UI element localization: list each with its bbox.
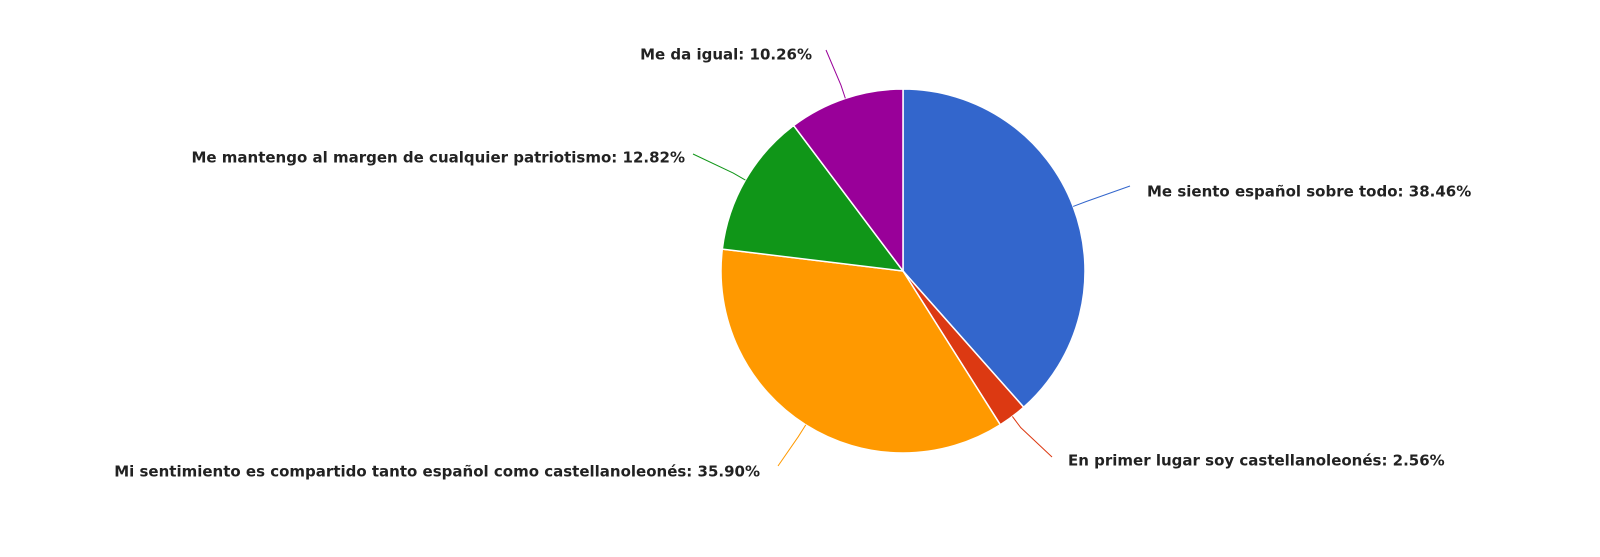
leader-line: [777, 424, 807, 467]
pie-slice: [792, 88, 904, 274]
data-label: Mi sentimiento es compartido tanto españ…: [114, 463, 760, 481]
leader-line: [692, 153, 746, 181]
pie-slice: [902, 88, 1086, 409]
leader-line: [1011, 416, 1053, 458]
leader-line: [825, 49, 846, 99]
pie-slice: [720, 248, 1002, 454]
data-label: Me da igual: 10.26%: [640, 46, 812, 64]
data-label: Me mantengo al margen de cualquier patri…: [191, 149, 685, 167]
pie-slice: [721, 124, 905, 272]
leader-line: [1072, 185, 1131, 207]
data-label: Me siento español sobre todo: 38.46%: [1147, 183, 1471, 201]
data-label: En primer lugar soy castellanoleonés: 2.…: [1068, 452, 1445, 470]
